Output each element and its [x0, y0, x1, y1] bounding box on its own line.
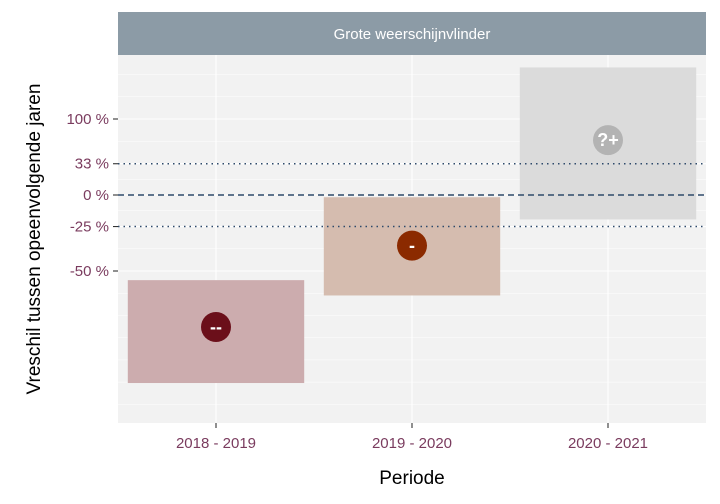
- x-axis-title: Periode: [379, 468, 445, 489]
- x-tick-label: 2019 - 2020: [372, 435, 452, 452]
- y-tick-label: 33 %: [75, 156, 109, 173]
- facet-strip: [118, 12, 706, 55]
- x-tick-label: 2020 - 2021: [568, 435, 648, 452]
- estimate-points: ---?+: [201, 125, 623, 343]
- estimate-point: [201, 312, 231, 343]
- y-tick-label: 0 %: [83, 187, 109, 204]
- y-axis-title: Vreschil tussen opeenvolgende jaren: [24, 84, 45, 395]
- y-tick-label: -50 %: [70, 263, 109, 280]
- estimate-point-label: --: [210, 317, 222, 337]
- x-axis: 2018 - 2019 2019 - 2020 2020 - 2021: [176, 423, 648, 452]
- facet-title: Grote weerschijnvlinder: [334, 26, 491, 43]
- estimate-point: [593, 125, 623, 156]
- y-tick-label: -25 %: [70, 219, 109, 236]
- estimate-point: [397, 230, 427, 261]
- x-tick-label: 2018 - 2019: [176, 435, 256, 452]
- y-tick-label: 100 %: [66, 111, 109, 128]
- estimate-point-label: -: [409, 236, 415, 256]
- reference-lines: [118, 162, 706, 228]
- estimate-point-label: ?+: [597, 130, 619, 150]
- y-axis: 100 % 33 % 0 % -25 % -50 %: [66, 111, 118, 280]
